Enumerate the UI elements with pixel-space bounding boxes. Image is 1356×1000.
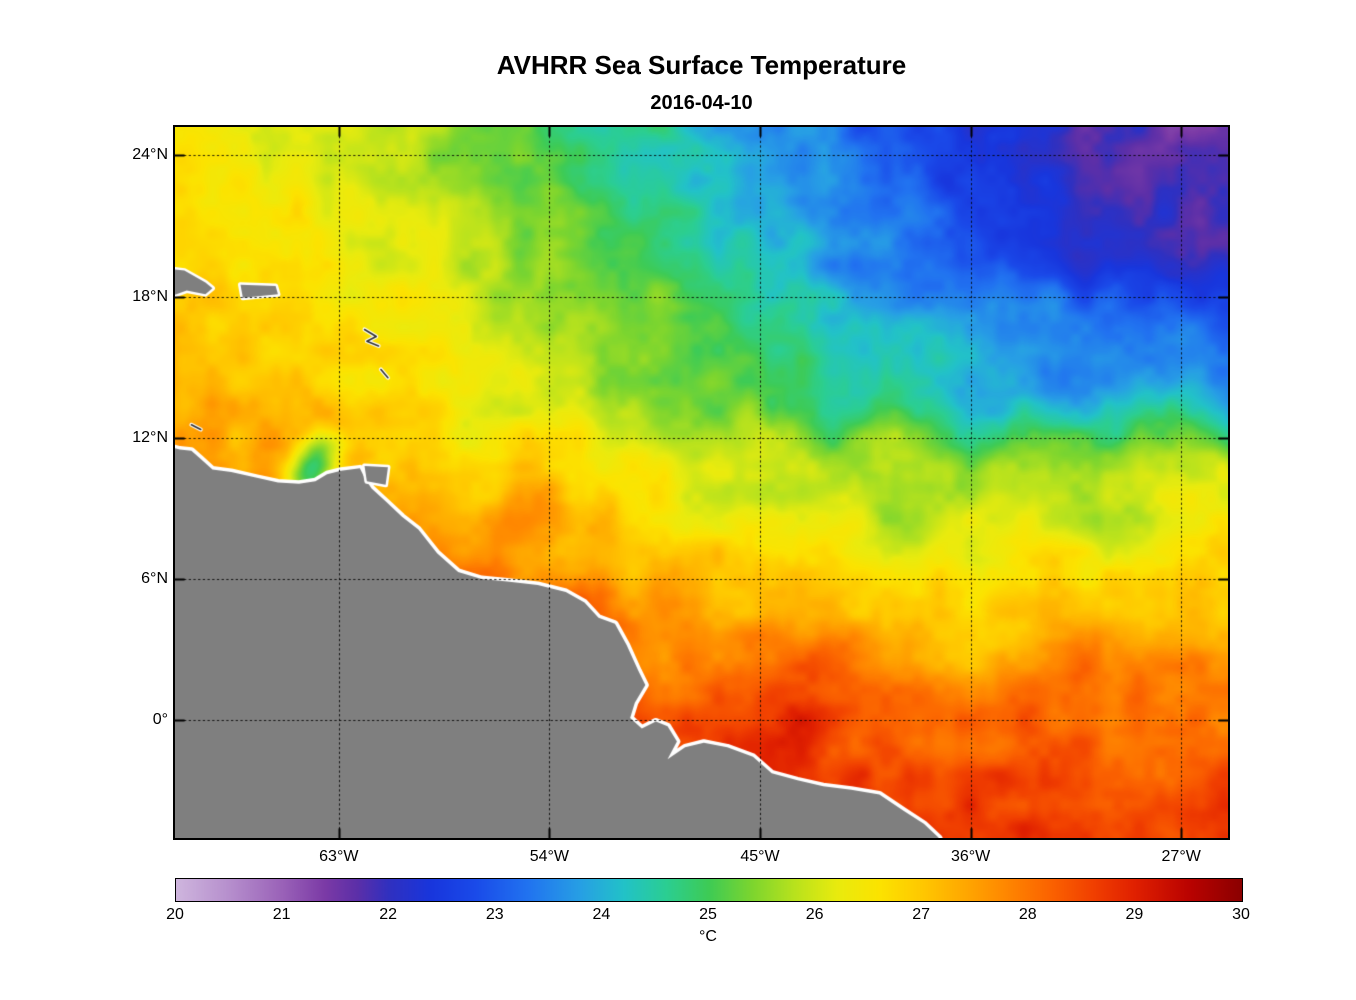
colorbar-tick-label: 20	[166, 906, 184, 923]
y-tick-label: 0°	[152, 711, 168, 729]
x-tick-label: 36°W	[950, 848, 991, 865]
colorbar-tick-label: 30	[1232, 906, 1250, 923]
colorbar-tick-label: 22	[379, 906, 398, 923]
map-plot-area	[173, 125, 1230, 840]
colorbar-tick-label: 25	[699, 906, 717, 923]
x-tick-label: 54°W	[529, 848, 570, 865]
colorbar-tick-label: 29	[1125, 906, 1144, 923]
colorbar-tick-label: 26	[805, 906, 824, 923]
sst-heatmap-canvas	[175, 127, 1228, 838]
colorbar-gradient-canvas	[176, 879, 1242, 901]
colorbar	[175, 878, 1243, 902]
colorbar-tick-label: 24	[592, 906, 611, 923]
figure-date-subtitle: 2016-04-10	[650, 92, 753, 114]
colorbar-tick-label: 27	[912, 906, 931, 923]
y-tick-label: 6°N	[141, 570, 168, 588]
x-tick-label: 27°W	[1161, 848, 1201, 865]
y-tick-label: 18°N	[132, 287, 168, 305]
colorbar-tick-label: 21	[272, 906, 291, 923]
x-tick-label: 45°W	[740, 848, 780, 865]
colorbar-unit-label: °C	[699, 928, 717, 945]
colorbar-tick-label: 28	[1018, 906, 1037, 923]
y-tick-label: 24°N	[132, 146, 168, 164]
page-title: AVHRR Sea Surface Temperature	[496, 50, 907, 80]
y-tick-label: 12°N	[132, 428, 168, 446]
colorbar-tick-label: 23	[485, 906, 504, 923]
x-tick-label: 63°W	[319, 848, 359, 865]
